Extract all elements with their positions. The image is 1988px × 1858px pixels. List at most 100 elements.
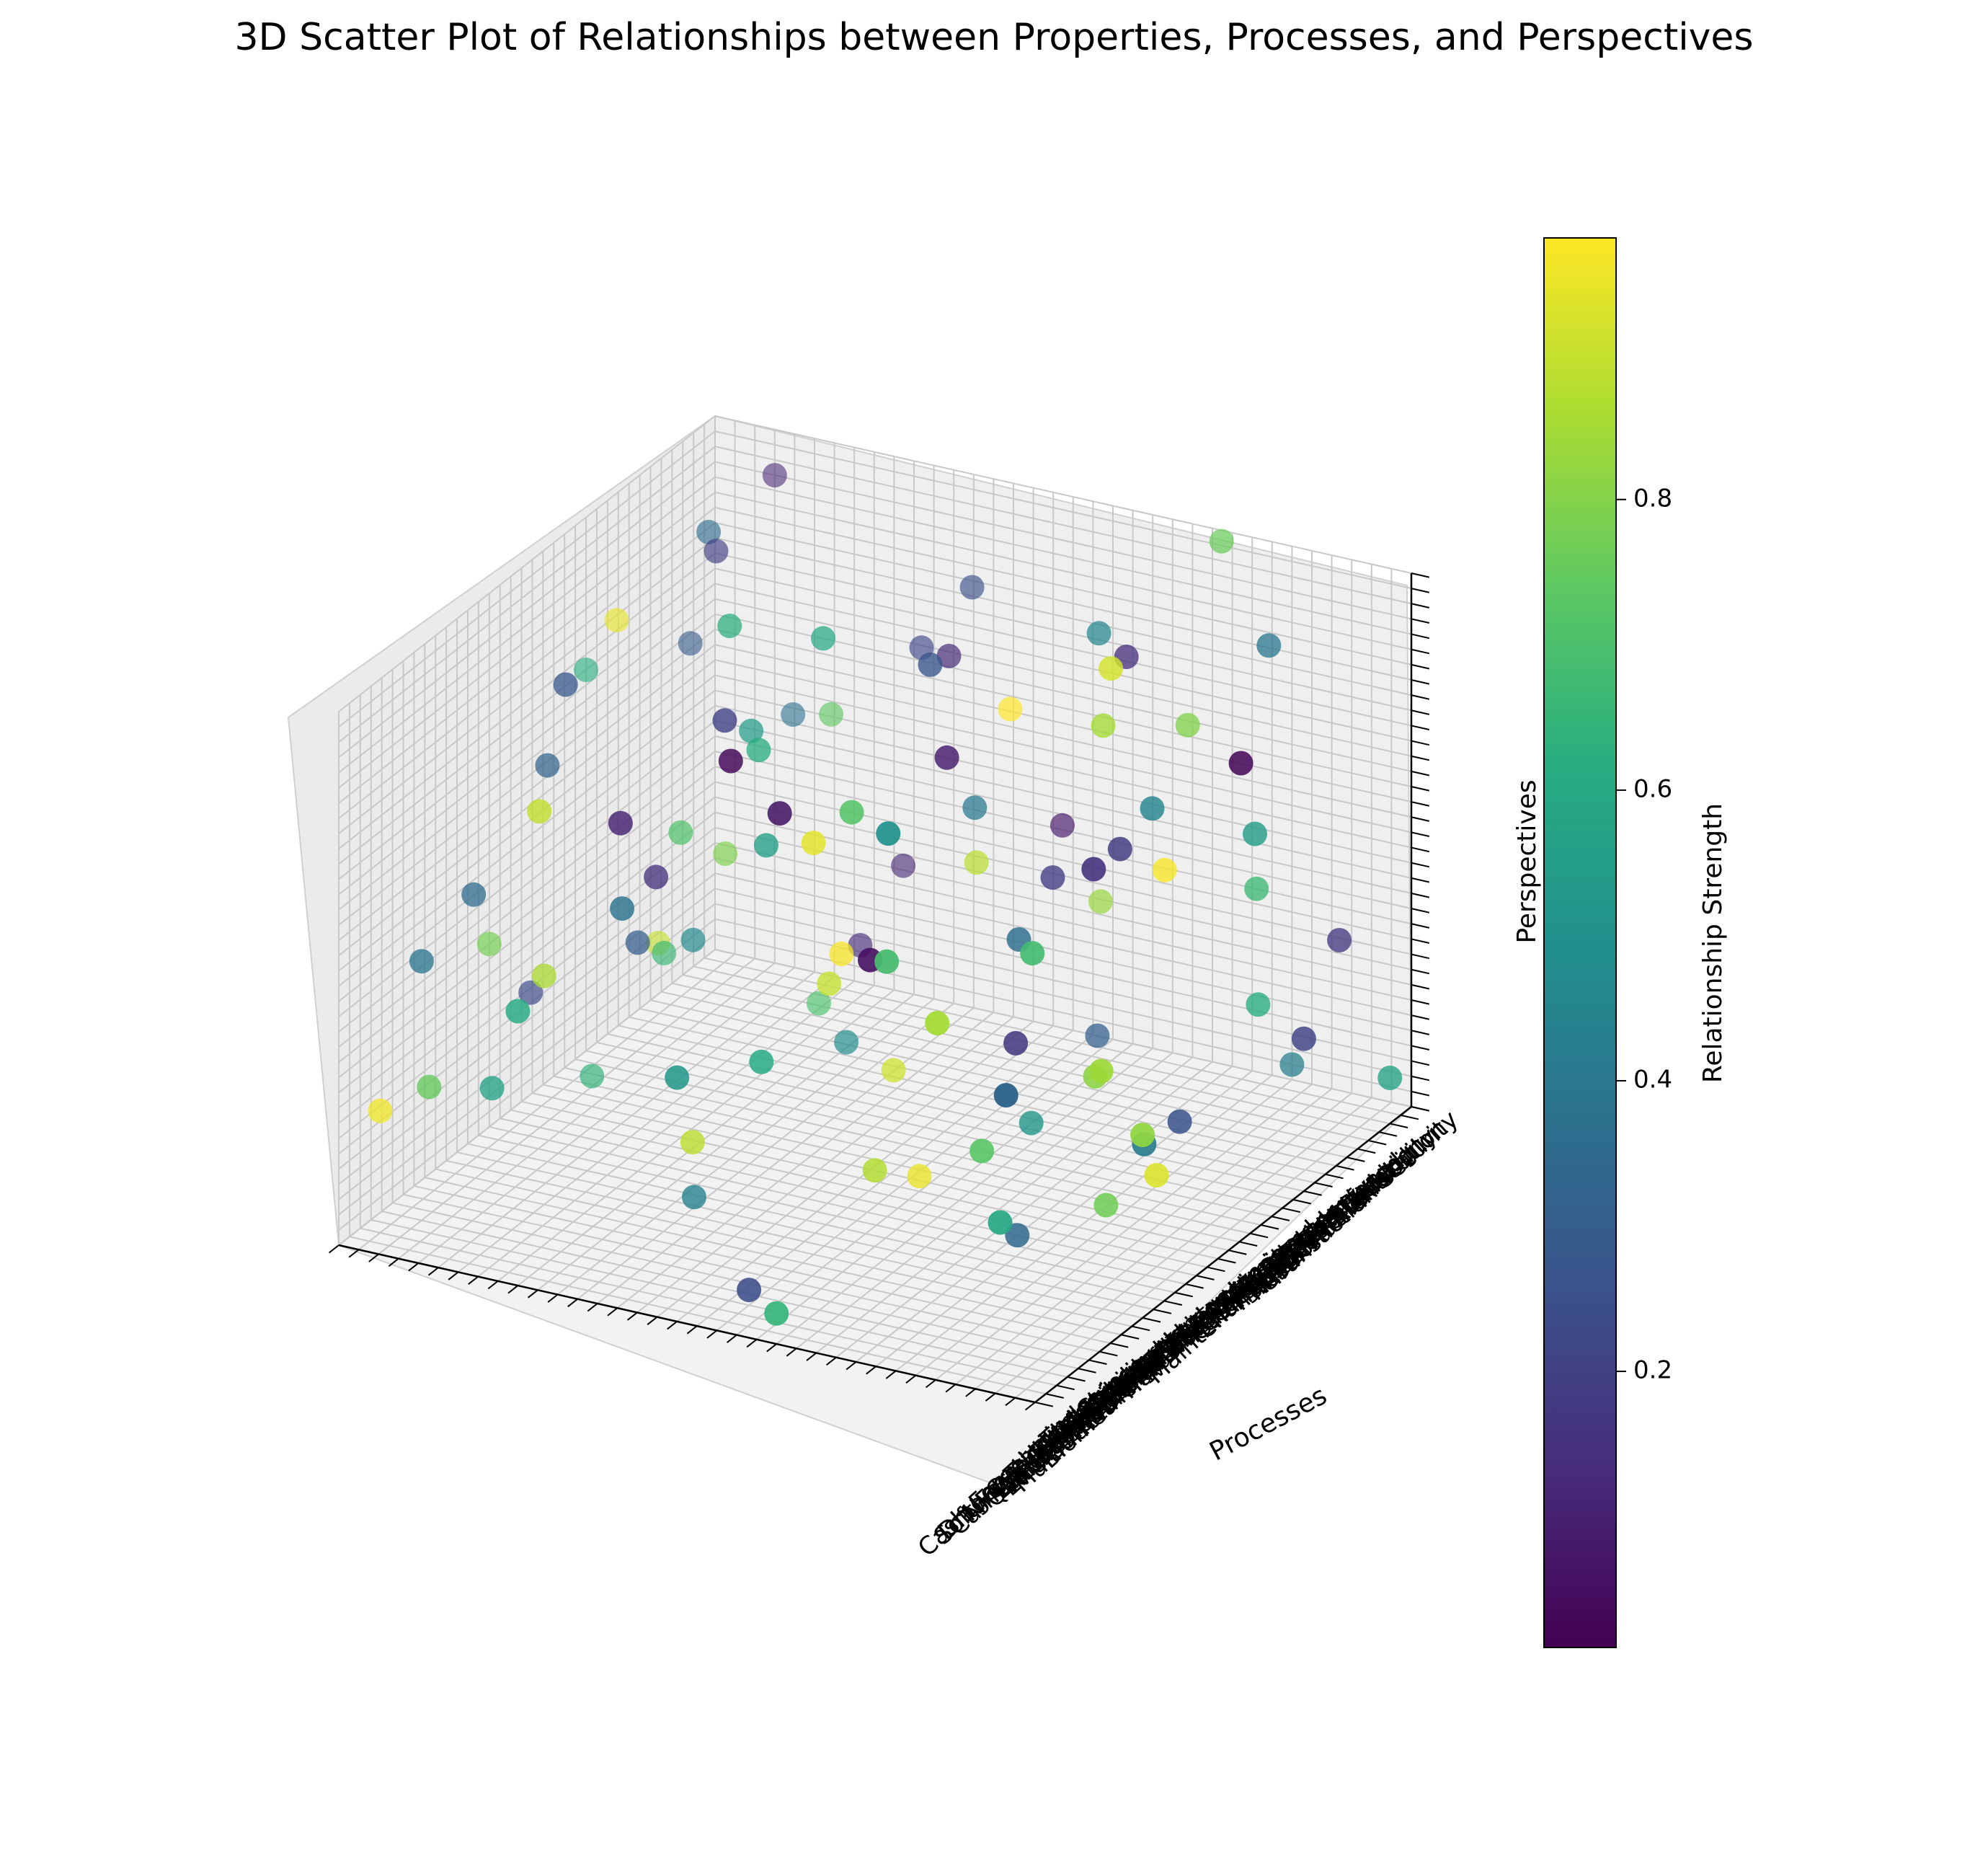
scatter-point <box>704 539 729 564</box>
grid-line <box>954 1088 1333 1385</box>
grid-line <box>338 811 716 1109</box>
scatter-point <box>608 810 633 836</box>
scatter-point <box>696 519 722 544</box>
scatter-point <box>988 1210 1013 1235</box>
scatter-point <box>881 1058 906 1083</box>
scatter-point <box>1088 889 1113 914</box>
grid-line <box>577 1002 954 1300</box>
grid-line <box>1014 1101 1393 1399</box>
x-tick-mark <box>1110 1342 1129 1348</box>
y-tick-mark <box>388 1257 399 1268</box>
scatter-point <box>409 949 434 974</box>
grid-line <box>616 1012 995 1309</box>
scatter-point <box>907 1164 932 1189</box>
grid-line <box>714 704 1412 864</box>
z-tick-mark <box>1411 663 1430 670</box>
scatter-point <box>964 850 989 875</box>
z-tick-mark <box>1411 1030 1430 1035</box>
grid-line <box>425 1177 1122 1336</box>
grid-line <box>714 598 1412 757</box>
scatter-point <box>505 999 531 1024</box>
grid-line <box>477 980 855 1278</box>
x-tick-mark <box>1056 1384 1075 1391</box>
scatter-point <box>610 896 635 921</box>
scatter-point <box>874 949 900 974</box>
scatter-point <box>625 930 650 955</box>
x-tick-mark <box>1132 1325 1150 1332</box>
grid-line <box>338 552 716 850</box>
scatter-point <box>936 643 962 668</box>
grid-line <box>714 644 1412 803</box>
grid-line <box>696 1030 1074 1327</box>
z-tick-mark <box>1411 709 1430 715</box>
scatter-point <box>998 696 1023 722</box>
grid-line <box>796 1052 1173 1350</box>
z-axis-label: Perspectives <box>1512 779 1542 943</box>
y-tick-mark <box>468 1275 479 1285</box>
scatter-point <box>1246 992 1271 1017</box>
x-tick-mark <box>1174 1291 1193 1298</box>
colorbar-tick-label: 0.2 <box>1633 1356 1672 1385</box>
y-tick-mark <box>408 1262 420 1272</box>
grid-line <box>338 918 716 1216</box>
y-axis-line <box>338 1244 1036 1404</box>
grid-line <box>358 953 736 1251</box>
y-tick-mark <box>427 1267 439 1276</box>
grid-line <box>574 1058 1272 1218</box>
scatter-point <box>717 614 742 639</box>
x-tick-mark <box>1153 1309 1172 1314</box>
grid-line <box>714 720 1412 879</box>
scatter-point <box>1020 941 1045 966</box>
y-tick-mark <box>726 1334 737 1343</box>
z-tick-mark <box>1411 770 1430 777</box>
y-tick-mark <box>607 1307 618 1317</box>
grid-line <box>338 522 716 819</box>
scatter-point <box>1291 1026 1316 1051</box>
scatter-point <box>1167 1109 1192 1134</box>
grid-line <box>445 1159 1143 1319</box>
grid-line <box>338 704 716 1002</box>
x-tick-mark <box>1217 1257 1236 1264</box>
scatter-point <box>644 864 669 890</box>
scatter-point <box>1327 928 1352 952</box>
z-tick-mark <box>1411 740 1430 746</box>
grid-line <box>714 872 1412 1032</box>
scatter-point <box>1152 857 1177 882</box>
scatter-point <box>1091 713 1116 738</box>
grid-line <box>338 415 716 712</box>
scatter-point <box>1130 1123 1155 1148</box>
grid-line <box>629 1016 1326 1175</box>
scatter-point <box>925 1011 950 1036</box>
grid-line <box>714 552 1412 712</box>
x-axis-line <box>1034 1106 1412 1403</box>
colorbar-tick-label: 0.6 <box>1633 774 1672 803</box>
scatter-point <box>1243 821 1267 846</box>
scatter-point <box>891 853 916 878</box>
scatter-point <box>417 1074 442 1100</box>
scatter-point <box>574 658 598 682</box>
grid-line <box>656 1020 1034 1318</box>
grid-line <box>349 1236 1047 1395</box>
grid-line <box>456 1151 1154 1311</box>
scatter-point <box>518 980 543 1005</box>
scatter-point <box>1209 528 1234 554</box>
z-tick-mark <box>1411 983 1430 990</box>
scatter-point <box>1040 865 1065 890</box>
z-tick-mark <box>1411 999 1430 1005</box>
y-tick-mark <box>368 1253 379 1262</box>
y-tick-mark <box>567 1298 578 1308</box>
grid-line <box>338 629 716 926</box>
z-tick-mark <box>1411 1060 1430 1066</box>
x-tick-mark <box>1389 1123 1408 1129</box>
colorbar-ticks: 0.2 0.4 0.6 0.8 <box>1616 484 1672 1385</box>
x-tick-mark <box>1250 1232 1269 1239</box>
z-tick-mark <box>1411 725 1430 731</box>
colorbar-tick-label: 0.8 <box>1633 484 1672 513</box>
chart-title: 3D Scatter Plot of Relationships between… <box>234 16 1754 59</box>
grid-line <box>338 491 716 789</box>
y-tick-mark <box>945 1384 957 1393</box>
y-tick-mark <box>1024 1402 1036 1411</box>
x-tick-mark <box>1292 1198 1312 1205</box>
grid-line <box>556 998 935 1296</box>
grid-line <box>338 735 716 1032</box>
